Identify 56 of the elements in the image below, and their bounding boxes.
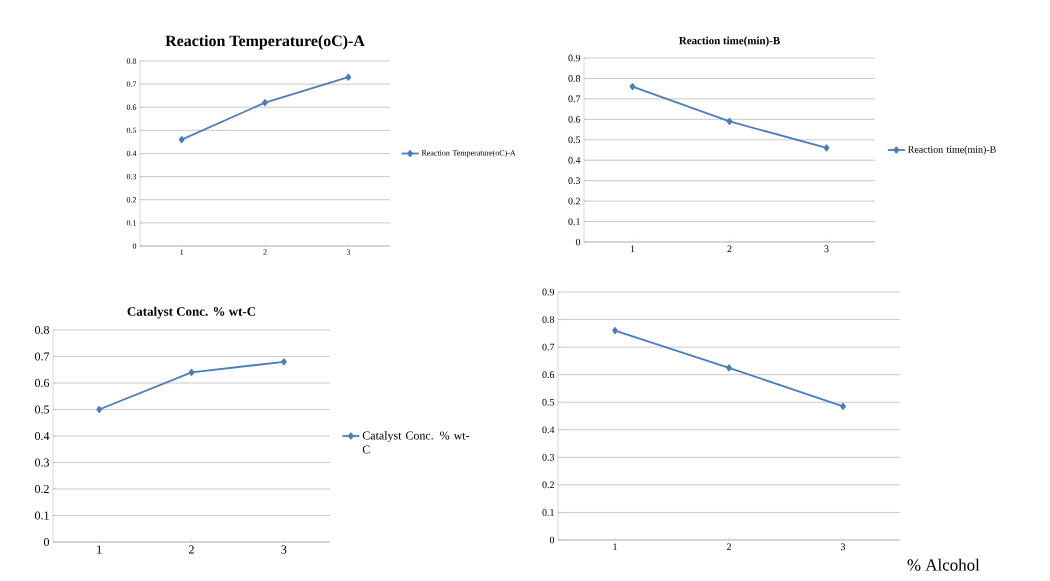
x-tick-label: 1 — [613, 543, 617, 551]
x-tick-label: 1 — [97, 545, 102, 554]
y-tick-label: 0.1 — [34, 511, 49, 520]
y-tick-label: 0.8 — [34, 325, 50, 335]
y-tick-label: 0.3 — [542, 453, 555, 461]
y-tick-label: 0.1 — [568, 218, 580, 225]
y-tick-label: 0 — [43, 537, 50, 547]
y-tick-label: 0.7 — [568, 95, 581, 103]
point — [629, 83, 636, 91]
y-tick-label: 0.2 — [34, 484, 49, 494]
point — [188, 368, 195, 376]
y-tick-label: 0.1 — [542, 509, 554, 516]
x-tick-label: 3 — [841, 543, 846, 551]
y-tick-label: 0 — [575, 238, 581, 246]
y-tick-label: 0.7 — [542, 343, 555, 351]
point — [345, 73, 352, 81]
y-tick-label: 0.9 — [568, 54, 581, 62]
point — [280, 358, 287, 366]
y-tick-label: 0.5 — [568, 136, 581, 144]
point — [823, 144, 830, 152]
chart-title: Catalyst Conc. % wt-C — [127, 306, 256, 319]
y-tick-label: 0.4 — [568, 156, 581, 164]
point — [612, 327, 618, 335]
point — [262, 99, 268, 107]
point — [840, 402, 846, 410]
y-tick-label: 0.6 — [568, 115, 581, 123]
x-tick-label: 3 — [824, 245, 829, 253]
y-tick-label: 0.4 — [542, 426, 555, 434]
y-tick-label: 0.3 — [568, 177, 581, 185]
point — [726, 117, 733, 125]
y-tick-label: 0.6 — [34, 378, 50, 388]
y-tick-label: 0.3 — [34, 458, 50, 467]
legend-label: Catalyst Conc. % wt-C — [362, 431, 470, 454]
y-tick-label: 0.5 — [34, 405, 50, 414]
y-tick-label: 0.2 — [568, 197, 580, 205]
text: % Alcohol — [907, 558, 980, 571]
y-tick-label: 0.7 — [34, 352, 50, 361]
x-tick-label: 3 — [281, 545, 287, 554]
y-tick-label: 0.8 — [568, 75, 581, 82]
y-tick-label: 0.4 — [34, 431, 50, 441]
point — [726, 364, 732, 372]
chart-title: Reaction time(min)-B — [679, 36, 780, 47]
point — [178, 136, 185, 144]
x-tick-label: 2 — [726, 543, 731, 551]
legend-label: Reaction time(min)-B — [908, 145, 996, 155]
point — [96, 406, 103, 413]
y-tick-label: 0.5 — [542, 398, 555, 406]
y-tick-label: 0.6 — [542, 371, 555, 379]
x-tick-label: 2 — [727, 245, 732, 253]
y-tick-label: 0.2 — [542, 481, 554, 489]
x-tick-label: 2 — [189, 545, 194, 554]
chart-title: Reaction Temperature(oC)-A — [165, 35, 365, 50]
x-tick-label: 1 — [630, 245, 635, 253]
y-tick-label: 0 — [549, 536, 555, 544]
y-tick-label: 0.9 — [542, 288, 555, 296]
y-tick-label: 0.8 — [542, 316, 555, 323]
